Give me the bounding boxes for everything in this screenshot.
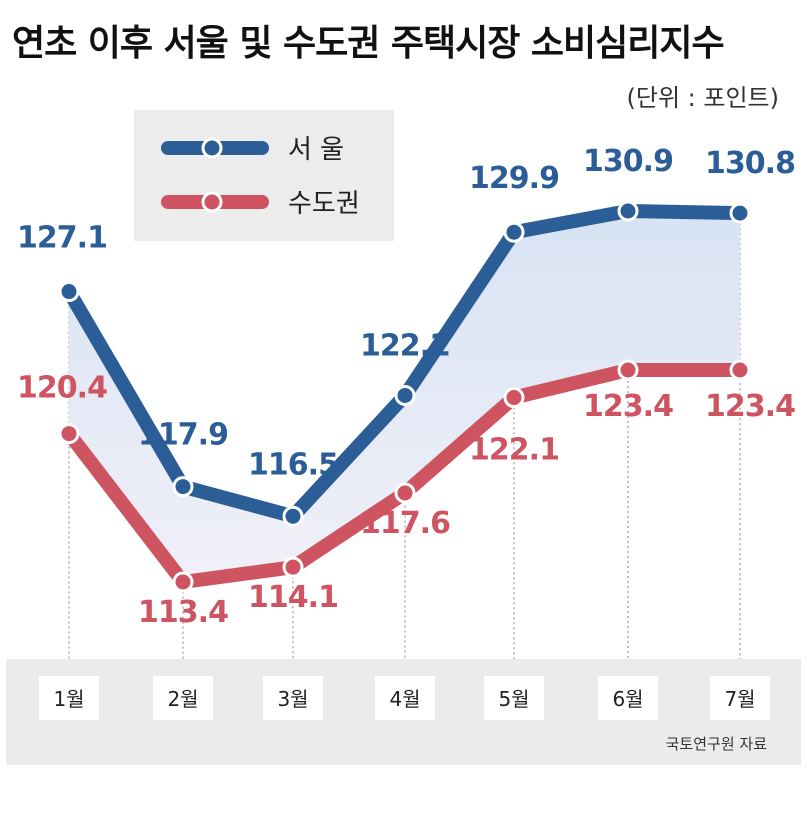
seoul-point — [503, 221, 525, 243]
month-box — [598, 676, 658, 720]
month-label: 4월 — [389, 687, 420, 711]
legend-capital-area-marker — [201, 191, 223, 213]
seoul-value-label: 129.9 — [469, 161, 559, 196]
unit-label: (단위 : 포인트) — [626, 84, 779, 112]
capital-area-value-label: 114.1 — [248, 580, 338, 615]
seoul-point — [617, 200, 639, 222]
capital-area-value-label: 113.4 — [138, 595, 228, 630]
seoul-value-label: 116.5 — [248, 447, 338, 482]
seoul-point — [282, 505, 304, 527]
month-box — [39, 676, 99, 720]
month-box — [153, 676, 213, 720]
seoul-value-label: 127.1 — [17, 221, 107, 256]
legend-box — [134, 110, 394, 241]
capital-area-point — [58, 423, 80, 445]
month-box — [263, 676, 323, 720]
seoul-point — [394, 384, 416, 406]
chart-title: 연초 이후 서울 및 수도권 주택시장 소비심리지수 — [12, 23, 725, 64]
capital-area-value-label: 120.4 — [17, 371, 107, 406]
seoul-point — [172, 476, 194, 498]
month-box — [710, 676, 770, 720]
month-label: 5월 — [498, 687, 529, 711]
capital-area-point — [503, 387, 525, 409]
seoul-value-label: 117.9 — [138, 418, 228, 453]
capital-area-point — [394, 482, 416, 504]
seoul-value-label: 130.8 — [705, 146, 795, 181]
capital-area-value-label: 117.6 — [360, 506, 450, 541]
month-label: 3월 — [277, 687, 308, 711]
month-box — [484, 676, 544, 720]
capital-area-point — [172, 571, 194, 593]
capital-area-point — [282, 556, 304, 578]
month-label: 2월 — [167, 687, 198, 711]
legend-seoul-marker — [201, 137, 223, 159]
capital-area-point — [729, 359, 751, 381]
month-box — [375, 676, 435, 720]
month-label: 6월 — [612, 687, 643, 711]
seoul-value-label: 130.9 — [583, 144, 673, 179]
seoul-point — [58, 281, 80, 303]
seoul-value-label: 122.2 — [360, 328, 450, 363]
month-label: 7월 — [724, 687, 755, 711]
capital-area-value-label: 122.1 — [469, 433, 559, 468]
capital-area-point — [617, 359, 639, 381]
source-note: 국토연구원 자료 — [665, 735, 767, 753]
legend-capital-area-label: 수도권 — [288, 189, 360, 219]
capital-area-value-label: 123.4 — [583, 389, 673, 424]
seoul-point — [729, 202, 751, 224]
capital-area-value-label: 123.4 — [705, 389, 795, 424]
legend-seoul-label: 서 울 — [288, 135, 344, 165]
month-label: 1월 — [53, 687, 84, 711]
